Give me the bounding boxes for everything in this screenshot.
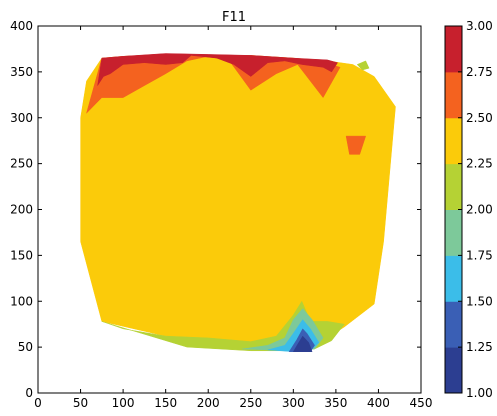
colorbar-band bbox=[445, 26, 462, 73]
x-tick-label: 450 bbox=[410, 396, 433, 410]
colorbar: 1.00 1.25 1.50 1.75 2.00 2.25 2.50 2.75 3.00 bbox=[444, 19, 493, 400]
colorbar-band bbox=[445, 163, 462, 210]
contour-region-9 bbox=[97, 53, 338, 86]
colorbar-tick-label: 2.75 bbox=[466, 65, 493, 79]
y-tick-label: 250 bbox=[10, 157, 33, 171]
y-tick-label: 350 bbox=[10, 65, 33, 79]
x-tick-label: 0 bbox=[34, 396, 42, 410]
colorbar-band bbox=[445, 301, 462, 348]
colorbar-band bbox=[445, 209, 462, 256]
colorbar-band bbox=[445, 347, 462, 394]
y-tick-label: 150 bbox=[10, 248, 33, 262]
contour-region-8 bbox=[345, 135, 367, 155]
y-tick-label: 100 bbox=[10, 294, 33, 308]
colorbar-tick-label: 2.00 bbox=[466, 203, 493, 217]
y-tick-label: 300 bbox=[10, 111, 33, 125]
contour-region-2 bbox=[356, 60, 370, 71]
contour-regions bbox=[80, 53, 396, 352]
colorbar-tick-label: 1.50 bbox=[466, 294, 493, 308]
colorbar-tick-label: 2.50 bbox=[466, 111, 493, 125]
x-tick-label: 50 bbox=[73, 396, 88, 410]
y-axis: 0 50 100 150 200 250 300 350 400 bbox=[10, 19, 421, 400]
colorbar-tick-label: 1.00 bbox=[466, 386, 493, 400]
x-axis: 0 50 100 150 200 250 300 350 400 450 bbox=[34, 26, 432, 410]
contour-region-6 bbox=[292, 335, 313, 352]
colorbar-tick-label: 3.00 bbox=[466, 19, 493, 33]
colorbar-tick-label: 1.25 bbox=[466, 340, 493, 354]
plot-frame bbox=[37, 25, 422, 394]
colorbar-tick-label: 2.25 bbox=[466, 157, 493, 171]
x-tick-label: 250 bbox=[239, 396, 262, 410]
y-tick-label: 50 bbox=[18, 340, 33, 354]
y-tick-label: 0 bbox=[25, 386, 33, 400]
contour-region-0 bbox=[80, 54, 396, 346]
colorbar-band bbox=[445, 255, 462, 302]
colorbar-band bbox=[445, 117, 462, 165]
x-tick-label: 100 bbox=[112, 396, 135, 410]
chart-title: F11 bbox=[222, 10, 246, 25]
colorbar-tick-label: 1.75 bbox=[466, 248, 493, 262]
x-tick-label: 350 bbox=[324, 396, 347, 410]
x-tick-label: 200 bbox=[197, 396, 220, 410]
x-tick-label: 150 bbox=[154, 396, 177, 410]
x-tick-label: 300 bbox=[282, 396, 305, 410]
x-tick-label: 400 bbox=[367, 396, 390, 410]
colorbar-band bbox=[445, 71, 462, 119]
y-tick-label: 400 bbox=[10, 19, 33, 33]
y-tick-label: 200 bbox=[10, 203, 33, 217]
